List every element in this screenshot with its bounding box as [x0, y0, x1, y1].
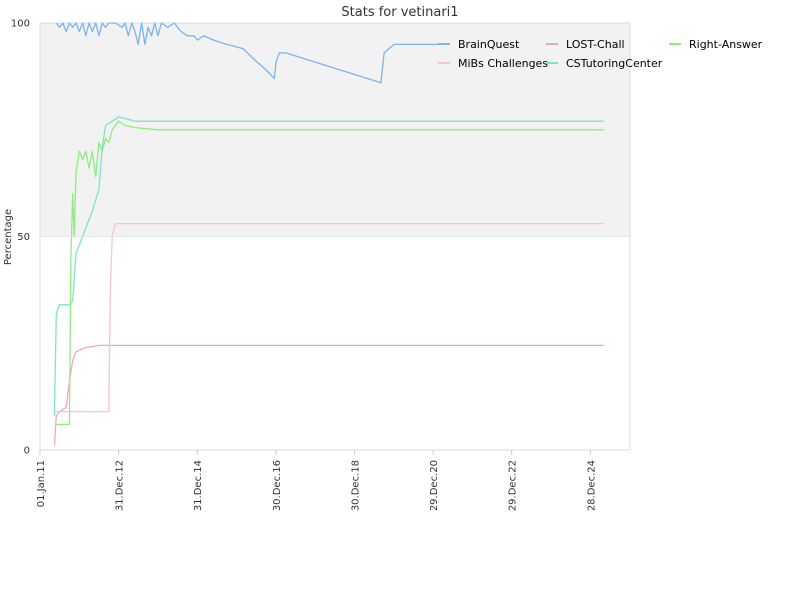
x-tick-label: 30.Dec.18: [350, 460, 361, 511]
x-tick-label: 29.Dec.22: [508, 460, 519, 511]
legend-label: MiBs Challenges: [458, 57, 548, 70]
x-tick-label: 01.Jan.11: [36, 460, 47, 507]
series-line-mibs-challenges: [54, 223, 604, 413]
series-line-right-answer: [56, 120, 604, 426]
y-axis-ticks: 0 50 100: [11, 19, 630, 457]
legend-item[interactable]: Right-Answer: [669, 38, 763, 51]
chart-title: Stats for vetinari1: [341, 5, 458, 20]
y-tick-label: 50: [17, 232, 30, 243]
x-tick-label: 29.Dec.20: [429, 460, 440, 511]
legend-item[interactable]: MiBs Challenges: [438, 57, 548, 70]
legend-label: LOST-Chall: [566, 38, 625, 51]
legend-item[interactable]: BrainQuest: [438, 38, 520, 51]
x-tick-label: 31.Dec.12: [115, 460, 126, 511]
legend-label: CSTutoringCenter: [566, 57, 663, 70]
legend-item[interactable]: CSTutoringCenter: [546, 57, 663, 70]
x-axis-ticks: 01.Jan.11 31.Dec.12 31.Dec.14 30.Dec.16 30.D…: [36, 450, 597, 511]
y-axis-label: Percentage: [3, 209, 14, 265]
x-tick-label: 30.Dec.16: [272, 460, 283, 511]
y-tick-label: 0: [24, 446, 30, 457]
legend-label: Right-Answer: [689, 38, 763, 51]
x-tick-label: 31.Dec.14: [193, 460, 204, 511]
legend-label: BrainQuest: [458, 38, 520, 51]
series-line-lost-chall: [53, 344, 604, 446]
series-line-cstutoringcenter: [53, 116, 604, 416]
series-line-brainquest: [55, 22, 450, 84]
y-tick-label: 100: [11, 19, 30, 30]
series-layer: [53, 22, 604, 446]
x-tick-label: 28.Dec.24: [586, 460, 597, 511]
legend-item[interactable]: LOST-Chall: [546, 38, 625, 51]
legend: BrainQuest LOST-Chall Right-Answer MiBs Cha…: [438, 38, 763, 70]
